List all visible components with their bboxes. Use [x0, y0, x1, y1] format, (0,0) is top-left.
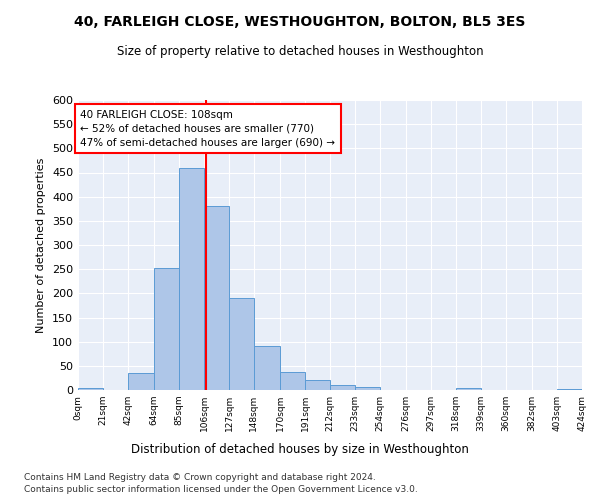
Bar	[254, 346, 280, 390]
Bar	[154, 268, 179, 390]
Bar	[305, 380, 330, 390]
Bar	[330, 384, 355, 390]
Bar	[204, 206, 229, 390]
Bar	[229, 298, 254, 390]
Bar	[557, 388, 582, 390]
Bar	[355, 387, 380, 390]
Bar	[456, 388, 481, 390]
Bar	[280, 372, 305, 390]
Y-axis label: Number of detached properties: Number of detached properties	[37, 158, 46, 332]
Text: Size of property relative to detached houses in Westhoughton: Size of property relative to detached ho…	[116, 45, 484, 58]
Text: Distribution of detached houses by size in Westhoughton: Distribution of detached houses by size …	[131, 442, 469, 456]
Text: 40, FARLEIGH CLOSE, WESTHOUGHTON, BOLTON, BL5 3ES: 40, FARLEIGH CLOSE, WESTHOUGHTON, BOLTON…	[74, 15, 526, 29]
Text: Contains HM Land Registry data © Crown copyright and database right 2024.: Contains HM Land Registry data © Crown c…	[24, 472, 376, 482]
Bar	[78, 388, 103, 390]
Text: 40 FARLEIGH CLOSE: 108sqm
← 52% of detached houses are smaller (770)
47% of semi: 40 FARLEIGH CLOSE: 108sqm ← 52% of detac…	[80, 110, 335, 148]
Bar	[179, 168, 204, 390]
Text: Contains public sector information licensed under the Open Government Licence v3: Contains public sector information licen…	[24, 485, 418, 494]
Bar	[128, 372, 154, 390]
